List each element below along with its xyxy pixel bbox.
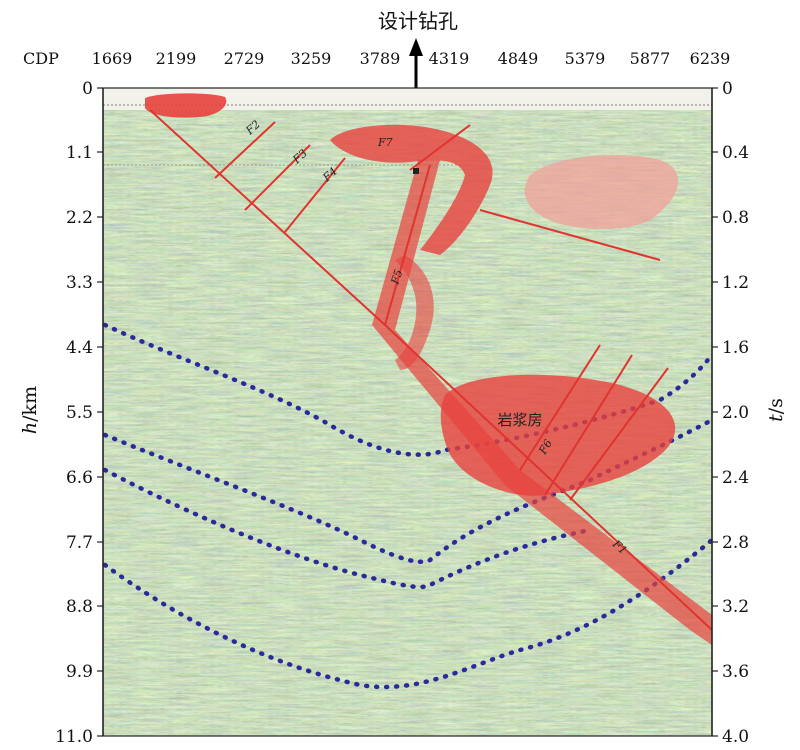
- time-tick: 2.8: [722, 533, 749, 553]
- horizon-line-1: [103, 322, 712, 457]
- fault-line-f5: [384, 164, 431, 326]
- fault-line-main: [149, 109, 386, 326]
- time-axis-title: t/s: [765, 398, 787, 422]
- cdp-tick: 4319: [429, 49, 470, 68]
- fault-line-f4: [284, 157, 346, 233]
- time-tick: 1.2: [722, 273, 749, 293]
- depth-axis-title: h/km: [19, 386, 41, 434]
- cdp-axis: CDP 1669 2199 2729 3259 3789 4319 4849 5…: [23, 49, 730, 68]
- borehole-arrow-head: [409, 38, 423, 56]
- time-tick: 3.6: [722, 662, 749, 682]
- cdp-tick: 5877: [630, 49, 671, 68]
- depth-axis: 0 1.1 2.2 3.3 4.4 5.5 6.6 7.7 8.8 9.9 11…: [19, 79, 104, 747]
- depth-tick: 9.9: [66, 662, 93, 682]
- fault-label-f7: F7: [377, 136, 393, 149]
- time-tick: 2.4: [722, 468, 749, 488]
- fault-label-f5: F5: [388, 268, 405, 287]
- fault-line-f1: [384, 324, 713, 631]
- fault-lines: [149, 109, 713, 631]
- depth-tick: 8.8: [66, 597, 93, 617]
- f5-branch: [395, 255, 434, 370]
- magma-chamber-label: 岩浆房: [497, 411, 542, 429]
- time-axis: 0 0.4 0.8 1.2 1.6 2.0 2.4 2.8 3.2 3.6 4.…: [711, 79, 787, 747]
- time-tick: 0: [722, 79, 733, 99]
- time-tick: 3.2: [722, 597, 749, 617]
- fault-line-f6-b: [544, 354, 633, 496]
- cdp-tick: 1669: [92, 49, 133, 68]
- shallow-magma-body: [145, 93, 227, 118]
- cdp-tick: 6239: [690, 49, 731, 68]
- cdp-tick: 2729: [224, 49, 265, 68]
- cdp-tick: 3259: [291, 49, 332, 68]
- depth-tick: 1.1: [66, 143, 93, 163]
- borehole-target: [413, 168, 419, 174]
- cdp-axis-label: CDP: [23, 49, 59, 68]
- pink-anomaly-body: [524, 155, 679, 230]
- time-tick: 0.4: [722, 143, 749, 163]
- cdp-tick: 2199: [156, 49, 197, 68]
- fault-line-f2: [214, 121, 276, 179]
- depth-tick: 5.5: [66, 403, 93, 423]
- cdp-tick: 3789: [360, 49, 401, 68]
- cdp-tick: 5379: [565, 49, 606, 68]
- depth-tick: 2.2: [66, 208, 93, 228]
- depth-tick: 0: [82, 79, 93, 99]
- f5-channel: [372, 160, 440, 330]
- time-tick: 0.8: [722, 208, 749, 228]
- cdp-tick: 4849: [498, 49, 539, 68]
- fault-line-f3: [244, 144, 311, 211]
- fault-line-upper: [479, 209, 661, 261]
- horizon-line-3: [103, 467, 593, 590]
- f7-intrusion: [330, 124, 493, 255]
- depth-tick: 3.3: [66, 273, 93, 293]
- depth-tick: 7.7: [66, 533, 93, 553]
- fault-line-f6-c: [569, 367, 669, 501]
- figure-title: 设计钻孔: [378, 9, 458, 33]
- fault-line-f6-a: [519, 344, 601, 471]
- f1-channel: [372, 325, 712, 645]
- depth-tick: 4.4: [66, 338, 93, 358]
- time-tick: 1.6: [722, 338, 749, 358]
- time-tick: 2.0: [722, 403, 749, 423]
- horizon-line-4: [103, 537, 712, 690]
- time-tick: 4.0: [722, 727, 749, 747]
- fault-line-spur: [409, 124, 471, 171]
- depth-tick: 11.0: [55, 727, 93, 747]
- depth-tick: 6.6: [66, 468, 93, 488]
